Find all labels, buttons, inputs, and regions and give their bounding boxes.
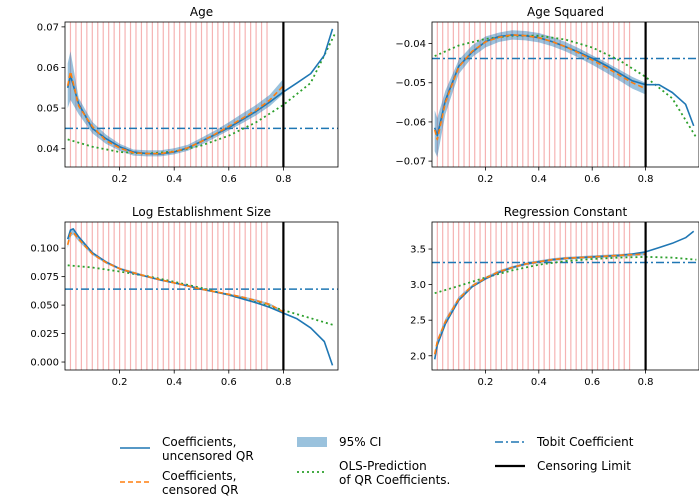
axes-frame	[64, 221, 339, 371]
y-tick-label: 2.0	[410, 351, 426, 362]
legend-label: censored QR	[162, 483, 238, 497]
y-tick-label: 0.07	[37, 22, 59, 33]
legend-item-ols: OLS-Prediction of QR Coefficients.	[297, 459, 450, 487]
plot-area	[432, 222, 699, 370]
panel-4: Regression Constant 0.2 0.4 0.6 0.8 2.0 2.5 3.0…	[410, 205, 699, 388]
x-tick-label: 0.4	[166, 377, 182, 388]
legend-label: uncensored QR	[162, 449, 254, 463]
panel-title: Age Squared	[527, 5, 604, 19]
x-tick-label: 0.6	[221, 174, 237, 185]
legend-label: 95% CI	[339, 435, 381, 449]
x-tick-label: 0.8	[275, 174, 291, 185]
y-tick-label: 3.5	[410, 245, 426, 256]
ols-prediction-line	[67, 32, 337, 155]
plot-area	[65, 222, 338, 370]
axes-frame	[64, 21, 339, 168]
x-tick-label: 0.4	[166, 174, 182, 185]
legend-label: OLS-Prediction	[339, 459, 427, 473]
x-tick-label: 0.6	[221, 377, 237, 388]
x-tick-label: 0.6	[584, 377, 600, 388]
legend: Coefficients,uncensored QRCoefficients,c…	[120, 435, 634, 497]
censored-qr-line	[433, 34, 646, 141]
legend-item-tobit: Tobit Coefficient	[495, 435, 634, 449]
y-tick-label: 0.025	[30, 329, 59, 340]
x-tick-label: 0.8	[638, 174, 654, 185]
x-tick-label: 0.8	[638, 377, 654, 388]
y-tick-label: 2.5	[410, 316, 426, 327]
y-tick-label: 0.050	[30, 301, 59, 312]
censored-qr-line	[433, 253, 646, 355]
x-tick-label: 0.8	[275, 377, 291, 388]
x-tick-label: 0.2	[477, 174, 493, 185]
y-tick-label: −0.07	[395, 157, 426, 168]
censored-qr-line	[66, 231, 284, 313]
plot-area	[65, 22, 338, 167]
ols-prediction-line	[67, 264, 336, 327]
x-tick-label: 0.2	[112, 377, 128, 388]
legend-label: Coefficients,	[162, 469, 236, 483]
censored-qr-line	[66, 70, 284, 155]
x-tick-label: 0.2	[477, 377, 493, 388]
legend-item-censored: Coefficients,censored QR	[120, 469, 238, 497]
y-tick-label: 0.04	[37, 144, 59, 155]
legend-label: of QR Coefficients.	[339, 473, 450, 487]
uncensored-qr-line	[433, 230, 695, 360]
chart-panels: Age 0.2 0.4 0.6 0.8 0.04 0.05 0.06 0.07 Age Squar…	[30, 5, 699, 388]
legend-label: Coefficients,	[162, 435, 236, 449]
plot-area	[432, 22, 699, 167]
y-tick-label: −0.05	[395, 78, 426, 89]
legend-item-limit: Censoring Limit	[495, 459, 631, 473]
axes-frame	[431, 221, 699, 371]
y-tick-label: 0.05	[37, 104, 59, 115]
x-tick-label: 0.4	[531, 174, 547, 185]
legend-item-uncensored: Coefficients,uncensored QR	[120, 435, 254, 463]
panel-2: Age Squared 0.2 0.4 0.6 0.8 −0.07 −0.06 −0.05 −0…	[395, 5, 699, 185]
panel-3: Log Establishment Size 0.2 0.4 0.6 0.8 0.000 0…	[30, 205, 339, 388]
panel-title: Log Establishment Size	[132, 205, 271, 219]
uncensored-qr-line	[66, 28, 334, 155]
panel-title: Age	[190, 5, 213, 19]
uncensored-qr-line	[66, 228, 334, 366]
y-tick-label: 0.075	[30, 272, 59, 283]
panel-title: Regression Constant	[504, 205, 628, 219]
panel-1: Age 0.2 0.4 0.6 0.8 0.04 0.05 0.06 0.07	[37, 5, 339, 185]
ci-band	[434, 30, 646, 158]
y-tick-label: 0.100	[30, 244, 59, 255]
legend-swatch-ci	[297, 437, 327, 447]
y-tick-label: 3.0	[410, 280, 426, 291]
x-tick-label: 0.4	[531, 377, 547, 388]
y-tick-label: −0.04	[395, 39, 426, 50]
legend-label: Censoring Limit	[537, 459, 631, 473]
legend-label: Tobit Coefficient	[536, 435, 634, 449]
x-tick-label: 0.2	[112, 174, 128, 185]
y-tick-label: 0.06	[37, 63, 59, 74]
legend-item-ci: 95% CI	[297, 435, 381, 449]
axes-frame	[431, 21, 699, 168]
y-tick-label: 0.000	[30, 358, 59, 369]
x-tick-label: 0.6	[584, 174, 600, 185]
y-tick-label: −0.06	[395, 117, 426, 128]
